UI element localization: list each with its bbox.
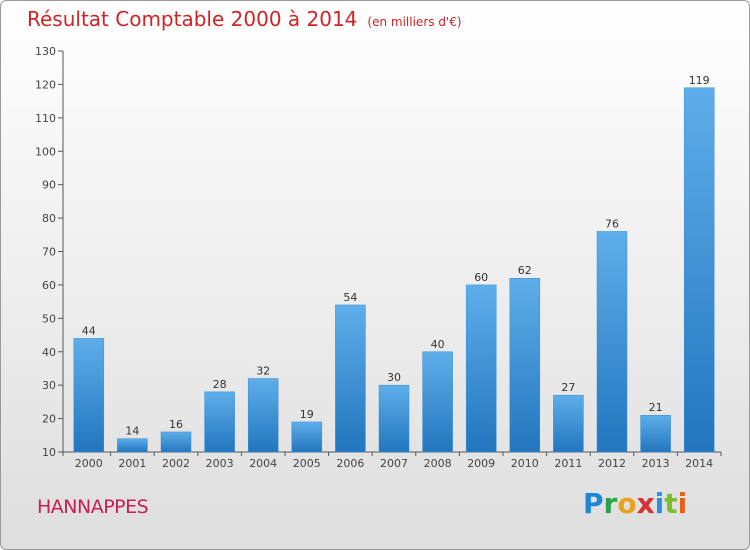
x-tick-label: 2011 [554,457,582,470]
logo-letter: r [603,487,618,520]
data-label: 76 [605,217,619,230]
y-tick-label: 40 [42,346,56,359]
logo-letter: i [677,487,688,520]
bar [378,384,410,453]
y-tick-label: 100 [35,145,56,158]
x-tick-label: 2014 [685,457,713,470]
y-tick-label: 20 [42,413,56,426]
chart-title: Résultat Comptable 2000 à 2014 [27,7,358,31]
data-label: 28 [213,378,227,391]
y-tick-label: 50 [42,312,56,325]
data-label: 60 [474,271,488,284]
data-label: 16 [169,418,183,431]
bar [596,231,628,453]
bar [509,277,541,453]
y-tick-label: 130 [35,45,56,58]
y-tick-label: 30 [42,379,56,392]
x-tick-label: 2003 [206,457,234,470]
x-tick-label: 2005 [293,457,321,470]
data-label: 44 [82,324,96,337]
proxiti-logo[interactable]: Proxiti [583,487,687,520]
x-tick-label: 2009 [467,457,495,470]
y-tick-label: 90 [42,179,56,192]
logo-letter: x [636,487,655,520]
x-tick-label: 2010 [511,457,539,470]
x-tick-label: 2006 [336,457,364,470]
bar [160,431,192,453]
y-tick-label: 10 [42,446,56,459]
bar [683,87,715,453]
data-label: 40 [431,338,445,351]
y-tick-label: 120 [35,78,56,91]
bar [335,304,366,453]
data-label: 32 [256,364,270,377]
logo-letter: t [664,487,678,520]
x-tick-label: 2002 [162,457,190,470]
x-tick-label: 2013 [642,457,670,470]
data-label: 27 [561,381,575,394]
y-tick-label: 70 [42,246,56,259]
title-line: Résultat Comptable 2000 à 2014 (en millie… [27,7,462,31]
town-name: HANNAPPES [37,496,149,518]
bar [73,338,105,453]
bar [291,421,323,453]
bar [553,394,584,453]
y-tick-label: 110 [35,112,56,125]
bar [640,414,671,453]
data-label: 19 [300,408,314,421]
x-tick-label: 2000 [75,457,103,470]
data-label: 119 [689,74,710,87]
x-tick-label: 2004 [249,457,277,470]
bar [117,438,148,453]
data-label: 30 [387,371,401,384]
bar [247,378,279,453]
logo-letter: o [617,487,637,520]
data-label: 54 [343,291,357,304]
data-label: 21 [649,401,663,414]
bar [422,351,453,453]
x-tick-label: 2012 [598,457,626,470]
y-tick-label: 60 [42,279,56,292]
x-tick-label: 2008 [424,457,452,470]
data-label: 62 [518,264,532,277]
chart-unit: (en milliers d'€) [367,15,462,29]
bar [465,284,497,453]
data-label: 14 [125,425,139,438]
y-tick-label: 80 [42,212,56,225]
bar [204,391,235,453]
x-tick-label: 2001 [118,457,146,470]
logo-letter: P [583,487,604,520]
logo-letter: i [654,487,665,520]
x-tick-label: 2007 [380,457,408,470]
